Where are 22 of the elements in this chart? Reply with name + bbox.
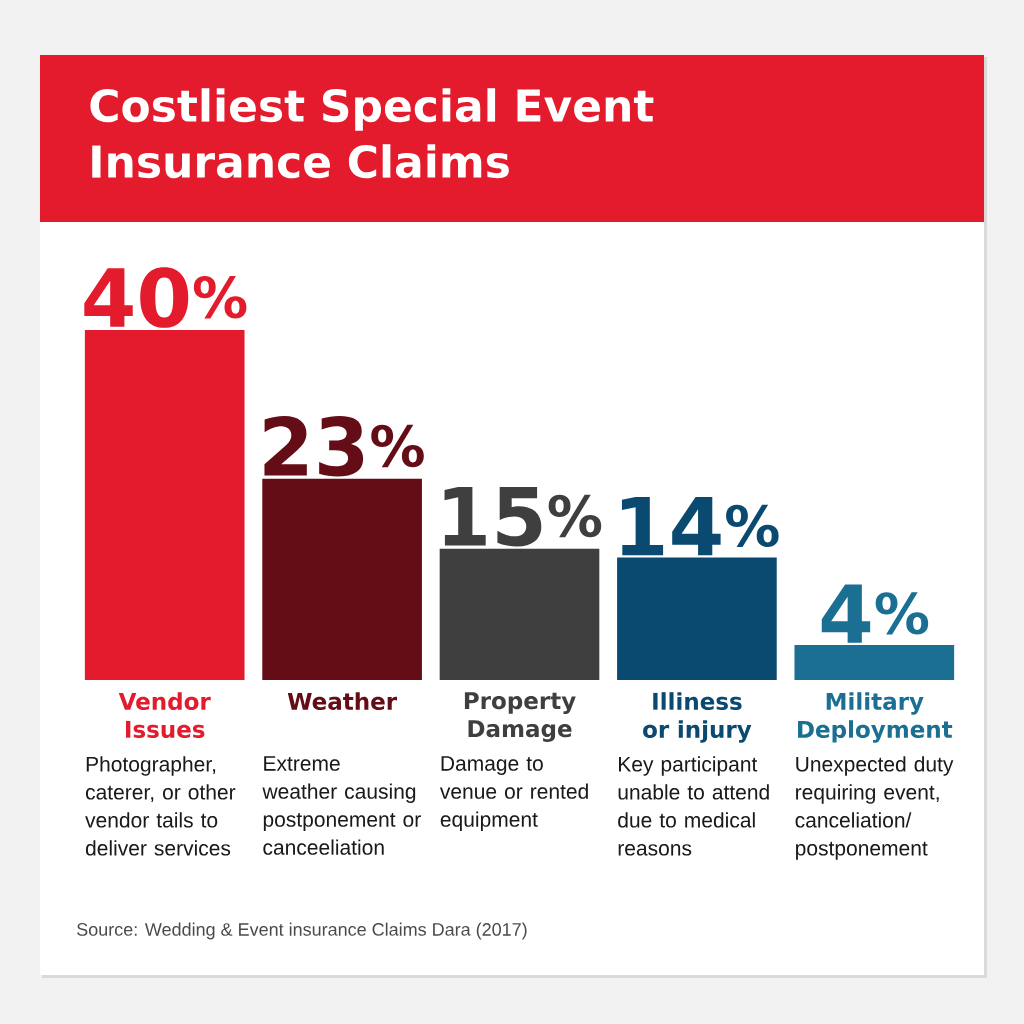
text: Photographer, caterer, or other vendor tails to deliver services [85, 756, 236, 856]
x-tick-label: Vendor Issues [118, 692, 211, 738]
x-tick-label: Military Deployment [798, 692, 953, 743]
data-label: 23$^{%}$ [264, 416, 424, 477]
data-label: 40$^{%}$ [84, 267, 247, 328]
text: Extreme weather causing postponement or canceeliation [262, 756, 421, 855]
text: Unexpected duty requiring event, canceliation/ postponement [795, 756, 954, 860]
data-label: 14$^{%}$ [621, 496, 779, 556]
text: Damage to venue or rented equipment [439, 756, 588, 832]
data-label: 4$^{%}$ [821, 584, 929, 643]
source-note: Source: Wedding & Event insurance Claims Dara (2017) [77, 922, 527, 940]
data-label: 15$^{%}$ [444, 487, 602, 547]
bar [262, 478, 422, 680]
x-tick-label: Property Damage [464, 692, 576, 742]
bar [84, 329, 245, 680]
chart-title: Costliest Special Event Insurance Claims [90, 88, 654, 179]
bar [617, 557, 777, 680]
x-tick-label: Weather [287, 692, 398, 710]
bar [439, 548, 600, 680]
bar [794, 644, 955, 680]
x-tick-label: Illiness or injury [643, 692, 752, 743]
text: Key participant unable to attend due to medical reasons [618, 756, 769, 856]
